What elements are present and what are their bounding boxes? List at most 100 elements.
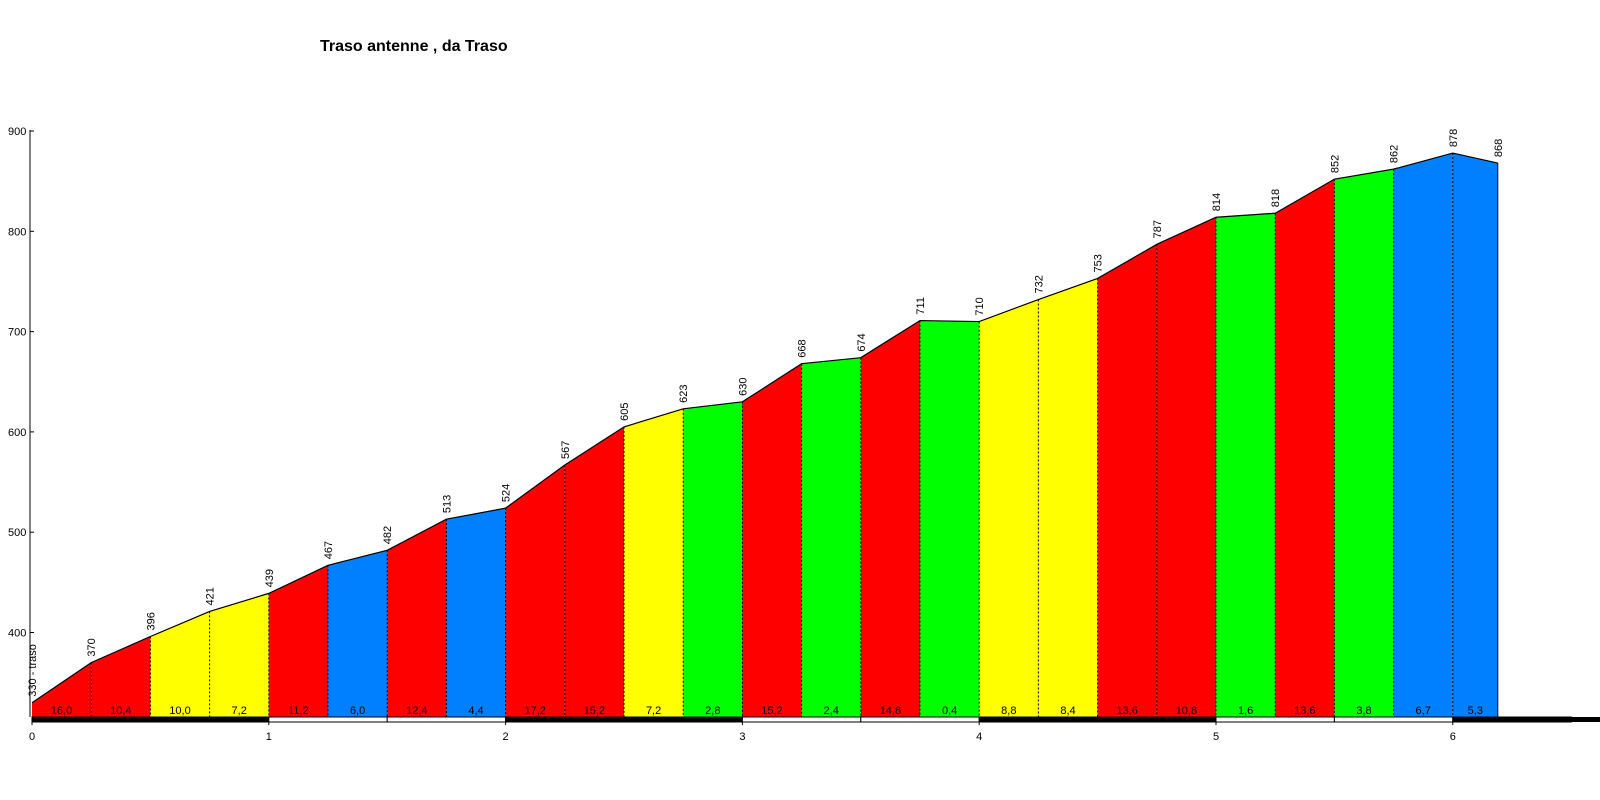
gradient-label: 8,4: [1060, 705, 1075, 717]
elevation-label: 711: [915, 297, 927, 315]
elevation-label: 753: [1093, 254, 1105, 272]
y-tick-label: 800: [8, 226, 26, 238]
km-bar-block: [1333, 716, 1454, 723]
gradient-label: 10,8: [1176, 705, 1197, 717]
y-tick-label: 400: [8, 628, 26, 640]
gradient-label: 2,4: [824, 705, 839, 717]
gradient-label: 6,7: [1416, 705, 1431, 717]
profile-segment: [446, 508, 506, 717]
elevation-label: 330 - traso: [27, 644, 39, 697]
gradient-label: 11,2: [288, 705, 309, 717]
gradient-label: 12,4: [406, 705, 427, 717]
profile-segment: [1334, 169, 1394, 717]
profile-segment: [1216, 213, 1276, 717]
elevation-label: 396: [145, 612, 157, 630]
profile-segment: [1452, 153, 1498, 718]
gradient-label: 4,4: [468, 705, 483, 717]
profile-segment: [1275, 179, 1335, 718]
km-bar-block: [623, 716, 743, 723]
profile-segment: [564, 426, 624, 717]
gradient-label: 8,8: [1001, 705, 1016, 717]
elevation-label: 421: [205, 587, 217, 605]
profile-segment: [742, 363, 802, 717]
elevation-label: 605: [619, 403, 631, 421]
profile-segment: [860, 320, 920, 717]
elevation-label: 513: [441, 495, 453, 513]
elevation-label: 674: [856, 333, 868, 351]
gradient-label: 1,6: [1238, 705, 1253, 717]
elevation-label: 567: [560, 441, 572, 459]
elevation-label: 732: [1033, 275, 1045, 293]
elevation-label: 623: [678, 384, 690, 402]
profile-segment: [1156, 217, 1216, 717]
y-tick-label: 600: [8, 427, 26, 439]
profile-line: [31, 152, 1498, 704]
km-bar-block: [386, 716, 507, 723]
elevation-label: 370: [86, 638, 98, 656]
elevation-label: 814: [1211, 193, 1223, 211]
profile-segment: [1097, 244, 1157, 718]
y-tick-label: 500: [8, 527, 26, 539]
elevation-label: 482: [382, 526, 394, 544]
km-bar-block: [505, 716, 625, 723]
x-tick-label: 3: [739, 731, 745, 743]
gradient-label: 16,0: [51, 705, 72, 717]
profile-segment: [624, 408, 684, 717]
gradient-label: 2,8: [705, 705, 720, 717]
gradient-label: 6,0: [350, 705, 365, 717]
gradient-label: 13,6: [1294, 705, 1315, 717]
gradient-label: 10,0: [169, 705, 190, 717]
elevation-label: 524: [501, 484, 513, 502]
gradient-label: 3,8: [1356, 705, 1371, 717]
gradient-label: 17,2: [524, 705, 545, 717]
profile-segment: [209, 593, 269, 717]
gradient-label: 14,8: [880, 705, 901, 717]
elevation-label: 787: [1152, 220, 1164, 238]
km-bar-block: [1215, 716, 1335, 723]
km-bar-block: [31, 716, 151, 723]
km-bar-block: [268, 716, 388, 723]
profile-segment: [683, 401, 743, 717]
gradient-label: 0,4: [942, 705, 957, 717]
km-bar-block: [978, 716, 1099, 723]
km-bar-block: [1097, 716, 1217, 723]
elevation-label: 467: [323, 541, 335, 559]
elevation-label: 439: [264, 569, 276, 587]
elevation-label: 668: [797, 339, 809, 357]
elevation-label: 630: [737, 377, 749, 395]
gradient-label: 15,2: [761, 705, 782, 717]
x-tick-label: 4: [976, 731, 982, 743]
elevation-label: 852: [1329, 155, 1341, 173]
profile-segment: [920, 320, 980, 717]
profile-segment: [979, 299, 1039, 717]
x-tick-label: 0: [29, 731, 35, 743]
elevation-label: 878: [1448, 129, 1460, 147]
profile-segment: [1038, 278, 1098, 717]
profile-segment: [328, 550, 388, 717]
profile-segment: [268, 565, 328, 717]
elevation-label: 710: [974, 297, 986, 315]
x-tick-label: 6: [1450, 731, 1456, 743]
gradient-label: 7,2: [646, 705, 661, 717]
elevation-label: 862: [1389, 145, 1401, 163]
gradient-label: 10,4: [110, 705, 131, 717]
gradient-label: 5,3: [1468, 705, 1483, 717]
km-bar-block: [741, 716, 862, 723]
gradient-label: 7,2: [232, 705, 247, 717]
km-bar-block: [860, 716, 980, 723]
profile-segment: [150, 611, 210, 717]
gradient-label: 13,6: [1116, 705, 1137, 717]
x-tick-label: 1: [266, 731, 272, 743]
km-bar-block: [149, 716, 270, 723]
chart-title: Traso antenne , da Traso: [320, 38, 508, 55]
elevation-label: 818: [1270, 189, 1282, 207]
km-bar-block: [1512, 717, 1600, 722]
gradient-label: 15,2: [584, 705, 605, 717]
profile-segment: [505, 464, 565, 717]
elevation-label: 868: [1493, 139, 1505, 157]
y-tick-label: 900: [8, 126, 26, 138]
x-tick-label: 5: [1213, 731, 1219, 743]
x-tick-label: 2: [503, 731, 509, 743]
y-tick-label: 700: [8, 327, 26, 339]
